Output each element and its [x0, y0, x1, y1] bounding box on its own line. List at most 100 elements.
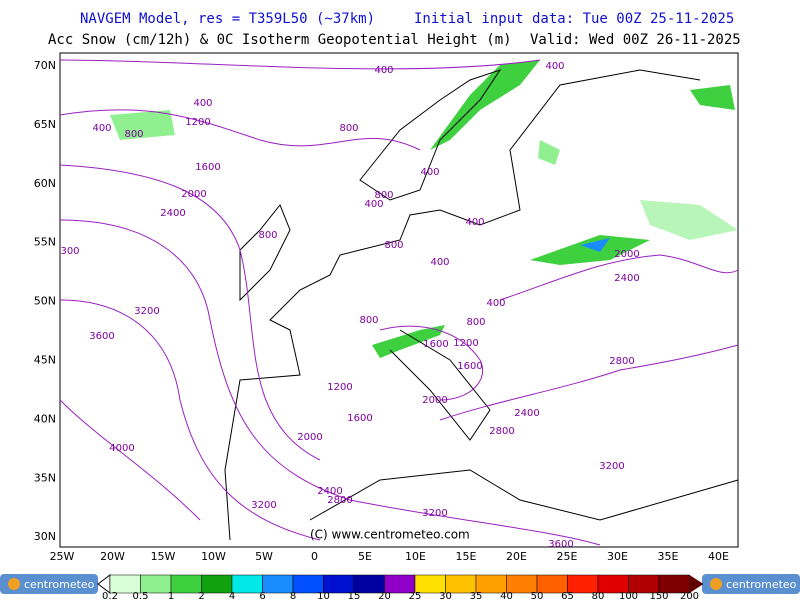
lon-label: 15E — [456, 550, 477, 563]
contour-label: 800 — [359, 315, 378, 326]
logo-text: centrometeo — [726, 578, 797, 591]
contour-label: 2000 — [422, 395, 447, 406]
contour-label: 3200 — [422, 508, 447, 519]
contour-label: 2400 — [514, 408, 539, 419]
colorbar-label: 50 — [531, 591, 544, 600]
contour-label: 400 — [545, 61, 564, 72]
logo-text: centrometeo — [24, 578, 95, 591]
lat-label: 60N — [34, 177, 56, 190]
contour-label: 4000 — [109, 443, 134, 454]
contour-label: 3200 — [599, 461, 624, 472]
contour-label: 2800 — [609, 356, 634, 367]
colorbar-label: 25 — [409, 591, 422, 600]
contour-label: 1200 — [185, 117, 210, 128]
colorbar-label: 100 — [619, 591, 638, 600]
colorbar-label: 6 — [259, 591, 265, 600]
contour-label: 1600 — [423, 339, 448, 350]
lat-label: 45N — [34, 354, 56, 367]
contour-label: 1200 — [453, 338, 478, 349]
contour-label: 400 — [486, 298, 505, 309]
contour-label: 1600 — [457, 361, 482, 372]
map — [59, 52, 739, 548]
title: NAVGEM Model, res = T359L50 (~37km) — [80, 11, 375, 27]
contour-label: 300 — [60, 246, 79, 257]
lat-label: 70N — [34, 59, 56, 72]
colorbar-label: 65 — [561, 591, 574, 600]
map-frame — [59, 52, 739, 548]
subtitle: Acc Snow (cm/12h) & 0C Isotherm Geopoten… — [48, 32, 512, 48]
colorbar-label: 0.5 — [133, 591, 149, 600]
lon-label: 5W — [255, 550, 273, 563]
contour-label: 400 — [465, 217, 484, 228]
contour-label: 400 — [364, 199, 383, 210]
lon-label: 20E — [506, 550, 527, 563]
credit: (C) www.centrometeo.com — [310, 528, 470, 542]
lon-label: 35E — [658, 550, 679, 563]
contour-label: 1600 — [195, 162, 220, 173]
colorbar-label: 2 — [198, 591, 204, 600]
colorbar-label: 10 — [317, 591, 330, 600]
logo-right: centrometeo — [702, 574, 800, 594]
lat-label: 55N — [34, 236, 56, 249]
lon-label: 40E — [708, 550, 729, 563]
contour-label: 800 — [466, 317, 485, 328]
contour-label: 2000 — [181, 189, 206, 200]
contour-label: 3600 — [548, 539, 573, 550]
colorbar-box — [262, 574, 294, 594]
colorbar-label: 1 — [168, 591, 174, 600]
lat-label: 35N — [34, 471, 56, 484]
colorbar-box — [231, 574, 263, 594]
lat-label: 50N — [34, 295, 56, 308]
contour-label: 3200 — [251, 500, 276, 511]
snow-areas — [110, 60, 738, 358]
contour-label: 2000 — [614, 249, 639, 260]
contour-label: 2800 — [489, 426, 514, 437]
colorbar-label: 20 — [378, 591, 391, 600]
lon-label: 25W — [50, 550, 75, 563]
colorbar-label: 30 — [439, 591, 452, 600]
contour-label: 800 — [384, 240, 403, 251]
valid-time: Valid: Wed 00Z 26-11-2025 — [530, 32, 741, 48]
contour-label: 1600 — [347, 413, 372, 424]
contour-label: 2000 — [297, 432, 322, 443]
colorbar-label: 15 — [348, 591, 361, 600]
contour-label: 800 — [258, 230, 277, 241]
colorbar-right-arrow — [689, 575, 704, 593]
contour-label: 800 — [339, 123, 358, 134]
initial-data: Initial input data: Tue 00Z 25-11-2025 — [414, 11, 734, 27]
colorbar-label: 150 — [649, 591, 668, 600]
colorbar-box — [201, 574, 233, 594]
lat-label: 65N — [34, 118, 56, 131]
lon-label: 10W — [201, 550, 226, 563]
contour-label: 2400 — [160, 208, 185, 219]
colorbar-label: 40 — [500, 591, 513, 600]
lat-label: 30N — [34, 530, 56, 543]
contour-label: 400 — [420, 167, 439, 178]
contour-label: 800 — [374, 190, 393, 201]
contour-label: 2800 — [327, 495, 352, 506]
contour-label: 400 — [193, 98, 212, 109]
contour-label: 400 — [374, 65, 393, 76]
contour-label: 3200 — [134, 306, 159, 317]
contours — [59, 59, 739, 546]
contour-label: 1200 — [327, 382, 352, 393]
lon-label: 5E — [358, 550, 372, 563]
contour-label: 2400 — [317, 486, 342, 497]
colorbar-label: 200 — [680, 591, 699, 600]
lon-label: 15W — [151, 550, 176, 563]
lon-label: 20W — [100, 550, 125, 563]
colorbar-label: 4 — [229, 591, 235, 600]
contour-label: 400 — [92, 123, 111, 134]
contour-label: 400 — [430, 257, 449, 268]
contour-label: 3600 — [89, 331, 114, 342]
colorbar-label: 8 — [290, 591, 296, 600]
colorbar-box — [170, 574, 202, 594]
lon-label: 10E — [405, 550, 426, 563]
lon-label: 25E — [557, 550, 578, 563]
colorbar-label: 80 — [592, 591, 605, 600]
contour-label: 2400 — [614, 273, 639, 284]
logo-left: centrometeo — [0, 574, 98, 594]
lat-label: 40N — [34, 412, 56, 425]
colorbar-label: 0.2 — [102, 591, 118, 600]
